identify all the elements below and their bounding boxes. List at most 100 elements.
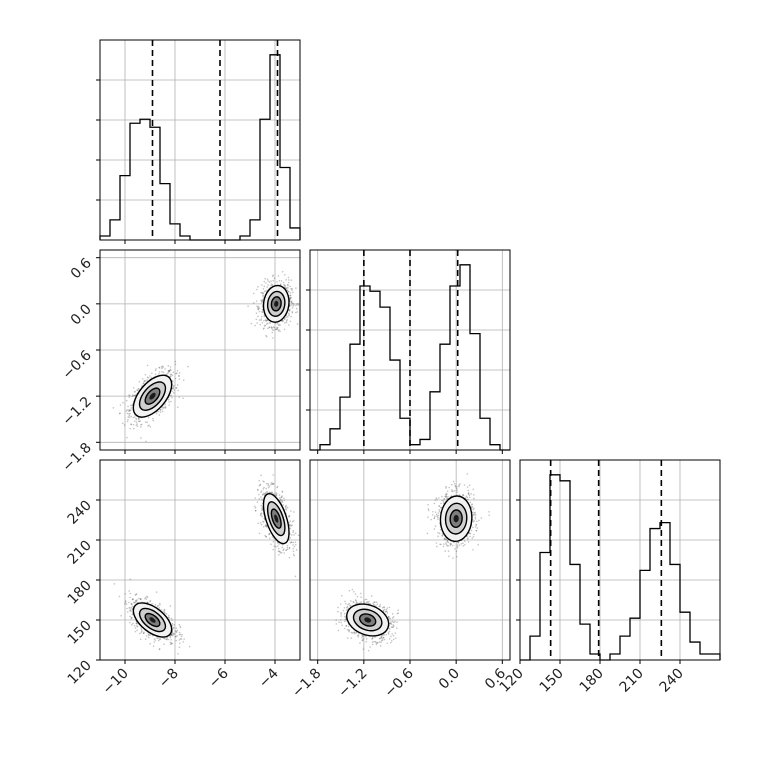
histogram-panel-1	[96, 40, 301, 241]
sample-point	[367, 602, 370, 604]
sample-point	[122, 401, 124, 404]
sample-point	[292, 305, 294, 307]
sample-point	[138, 387, 140, 390]
sample-point	[271, 275, 274, 278]
sample-point	[146, 379, 148, 381]
sample-point	[131, 598, 134, 601]
sample-point	[289, 297, 291, 300]
sample-point	[354, 599, 357, 601]
sample-point	[370, 595, 373, 597]
sample-point	[118, 595, 121, 598]
sample-point	[282, 284, 285, 286]
sample-point	[146, 601, 149, 604]
sample-point	[340, 621, 342, 624]
sample-point	[261, 292, 263, 294]
sample-point	[261, 498, 263, 501]
sample-point	[381, 606, 384, 609]
sample-point	[285, 507, 287, 510]
sample-point	[178, 633, 181, 636]
sample-point	[345, 625, 348, 628]
sample-point	[143, 380, 145, 383]
sample-point	[472, 488, 475, 491]
sample-point	[340, 613, 342, 615]
sample-point	[178, 623, 181, 626]
sample-point	[168, 401, 170, 403]
sample-point	[291, 520, 294, 523]
sample-point	[356, 595, 359, 598]
sample-point	[476, 527, 479, 529]
sample-point	[178, 372, 181, 374]
sample-point	[258, 480, 261, 482]
sample-point	[285, 504, 288, 507]
sample-point	[292, 547, 295, 550]
sample-point	[296, 302, 299, 305]
sample-point	[125, 603, 128, 605]
sample-point	[261, 507, 263, 509]
sample-point	[260, 514, 262, 516]
sample-point	[263, 285, 266, 288]
sample-point	[128, 409, 131, 412]
sample-point	[452, 490, 454, 493]
sample-point	[147, 633, 150, 636]
sample-point	[271, 482, 274, 485]
sample-point	[132, 394, 134, 396]
sample-point	[344, 615, 346, 618]
sample-point	[260, 512, 262, 515]
sample-point	[292, 302, 295, 305]
sample-point	[161, 370, 163, 373]
sample-point	[171, 396, 173, 399]
sample-point	[391, 613, 394, 615]
sample-point	[151, 602, 153, 605]
sample-point	[262, 521, 265, 523]
sample-point	[285, 320, 288, 322]
sample-point	[156, 637, 158, 639]
sample-point	[257, 307, 259, 310]
sample-point	[175, 635, 177, 638]
sample-point	[355, 601, 358, 604]
sample-point	[128, 414, 131, 417]
sample-point	[470, 529, 473, 532]
sample-point	[280, 496, 283, 498]
sample-point	[391, 633, 394, 635]
sample-point	[289, 542, 292, 544]
sample-point	[254, 506, 257, 509]
sample-point	[391, 617, 394, 619]
sample-point	[129, 412, 131, 415]
sample-point	[285, 316, 287, 319]
sample-point	[352, 601, 355, 603]
sample-point	[290, 541, 293, 544]
sample-point	[260, 523, 263, 526]
sample-point	[392, 625, 395, 627]
sample-point	[380, 636, 383, 639]
sample-point	[135, 599, 137, 602]
sample-point	[140, 627, 142, 629]
sample-point	[290, 304, 292, 306]
sample-point	[271, 284, 274, 287]
sample-point	[294, 541, 297, 544]
density-contour	[149, 617, 156, 623]
sample-point	[480, 517, 483, 519]
sample-point	[268, 326, 271, 329]
sample-point	[176, 406, 179, 409]
sample-point	[284, 287, 287, 290]
sample-point	[169, 636, 172, 639]
sample-point	[258, 319, 261, 321]
sample-point	[392, 616, 395, 618]
sample-point	[281, 320, 284, 322]
sample-point	[175, 627, 178, 629]
sample-point	[151, 634, 154, 637]
sample-point	[138, 597, 140, 600]
sample-point	[433, 517, 435, 520]
sample-point	[276, 545, 279, 547]
sample-point	[282, 319, 284, 322]
sample-point	[174, 635, 177, 638]
sample-point	[182, 641, 185, 643]
sample-point	[390, 623, 393, 625]
sample-point	[364, 598, 367, 601]
sample-point	[289, 285, 291, 288]
sample-point	[376, 642, 379, 644]
sample-point	[161, 367, 163, 370]
sample-point	[170, 400, 172, 403]
sample-point	[158, 373, 160, 375]
sample-point	[261, 509, 263, 512]
